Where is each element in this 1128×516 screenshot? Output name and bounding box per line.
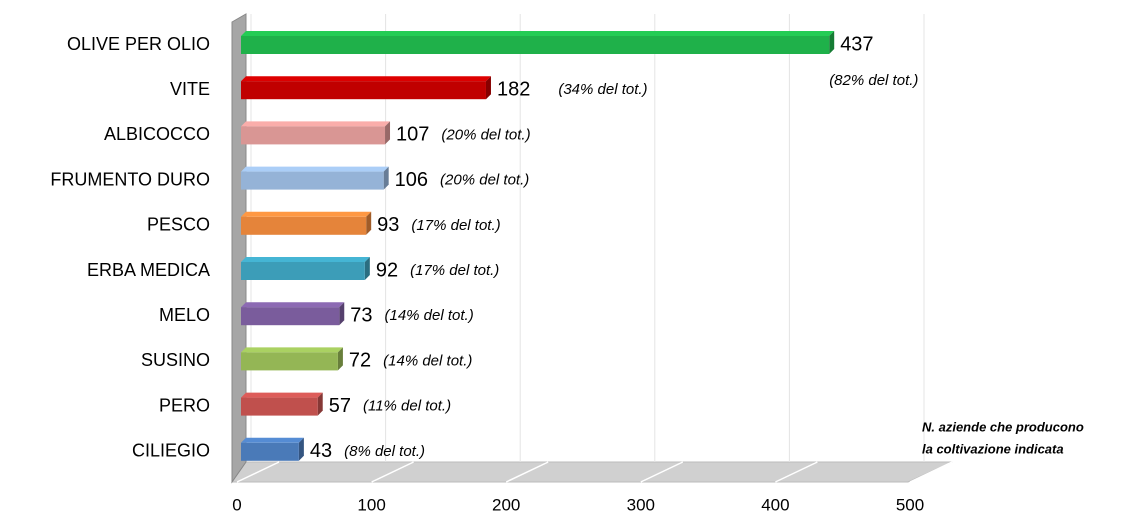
- value-label: 182: [497, 78, 530, 100]
- value-label: 92: [376, 259, 398, 281]
- bar-top: [241, 257, 370, 262]
- x-tick-label: 300: [627, 495, 655, 514]
- floor-line: [775, 461, 818, 483]
- annotation: (20% del tot.): [440, 172, 529, 189]
- annotation: (20% del tot.): [441, 126, 530, 143]
- bar: [241, 262, 365, 280]
- bar: [241, 171, 384, 190]
- bar-end: [364, 257, 370, 280]
- annotation: (14% del tot.): [385, 307, 474, 324]
- bar-top: [241, 392, 323, 398]
- category-label: MELO: [159, 305, 210, 325]
- annotation: (17% del tot.): [411, 217, 500, 234]
- value-label: 437: [840, 33, 873, 55]
- note-line: la coltivazione indicata: [922, 441, 1064, 456]
- bar-end: [339, 302, 345, 326]
- value-label: 106: [395, 169, 428, 191]
- annotation: (11% del tot.): [363, 398, 451, 415]
- bar: [241, 397, 318, 416]
- value-label: 73: [350, 304, 372, 326]
- bar-top: [241, 166, 389, 172]
- floor-line: [640, 461, 684, 483]
- category-label: PERO: [159, 395, 210, 415]
- bar: [241, 352, 338, 371]
- value-label: 93: [377, 214, 399, 236]
- category-label: VITE: [170, 79, 210, 99]
- category-label: ALBICOCCO: [104, 124, 210, 144]
- x-tick-label: 400: [761, 495, 789, 514]
- x-tick-label: 500: [896, 495, 924, 514]
- bar: [241, 307, 340, 326]
- bar-end: [383, 166, 389, 190]
- bar-end: [485, 76, 491, 100]
- category-label: FRUMENTO DURO: [50, 169, 210, 189]
- bar-end: [829, 31, 835, 54]
- floor-line: [909, 461, 953, 483]
- bar-end: [298, 437, 304, 461]
- x-tick-label: 200: [492, 495, 520, 514]
- annotation: (14% del tot.): [383, 352, 472, 369]
- value-label: 72: [349, 350, 371, 372]
- value-label: 57: [329, 395, 351, 417]
- value-label: 107: [396, 124, 429, 146]
- note-line: N. aziende che producono: [922, 419, 1084, 434]
- bar-end: [337, 347, 343, 371]
- annotation: (8% del tot.): [344, 443, 425, 460]
- category-label: OLIVE PER OLIO: [67, 34, 210, 54]
- bar: [241, 126, 386, 145]
- category-label: ERBA MEDICA: [87, 260, 210, 280]
- bar-top: [241, 31, 835, 36]
- bar-end: [366, 211, 372, 235]
- floor-line: [371, 461, 414, 483]
- x-tick-label: 100: [357, 495, 385, 514]
- bar-top: [241, 76, 491, 82]
- category-label: SUSINO: [141, 350, 210, 370]
- value-label: 43: [310, 440, 332, 462]
- x-tick-label: 0: [232, 495, 241, 514]
- annotation: (82% del tot.): [829, 72, 918, 89]
- bar-top: [241, 437, 304, 443]
- bar: [241, 81, 486, 100]
- floor-line: [505, 461, 549, 483]
- category-label: CILIEGIO: [132, 441, 210, 461]
- bar-top: [241, 211, 372, 217]
- floor: [231, 461, 953, 483]
- category-label: PESCO: [147, 215, 210, 235]
- bar-top: [241, 121, 391, 127]
- bar-end: [385, 121, 391, 145]
- bar-top: [241, 302, 345, 308]
- bar-end: [317, 392, 323, 416]
- bar-top: [241, 347, 343, 353]
- bar: [241, 216, 367, 235]
- annotation: (17% del tot.): [410, 262, 499, 279]
- floor-line: [236, 461, 280, 483]
- bar: [241, 442, 299, 461]
- annotation: (34% del tot.): [558, 81, 647, 98]
- bar: [241, 36, 830, 54]
